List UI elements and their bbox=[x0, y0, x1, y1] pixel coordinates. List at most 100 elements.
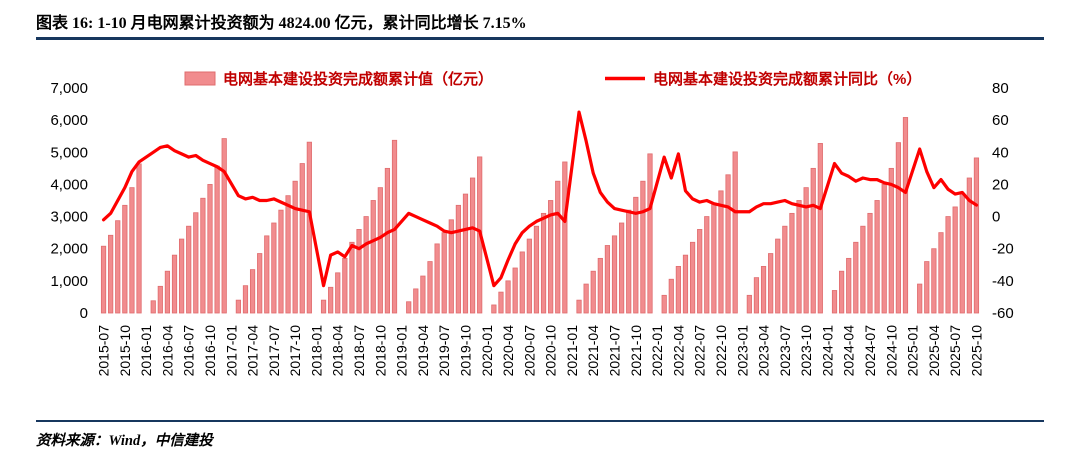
cumulative-investment-bar bbox=[193, 212, 199, 314]
cumulative-investment-bar bbox=[668, 278, 674, 314]
cumulative-investment-bar bbox=[626, 209, 632, 314]
bar-series-swatch bbox=[184, 71, 216, 86]
x-axis-tick: 2023-10 bbox=[798, 325, 814, 377]
cumulative-investment-bar bbox=[299, 163, 305, 314]
cumulative-investment-bar bbox=[512, 267, 518, 314]
cumulative-investment-bar bbox=[186, 225, 192, 314]
cumulative-investment-bar bbox=[115, 220, 121, 314]
line-series-label: 电网基本建设投资完成额累计同比（%） bbox=[653, 70, 921, 88]
cumulative-investment-bar bbox=[448, 219, 454, 314]
cumulative-investment-bar bbox=[689, 241, 696, 314]
chart-legend: 电网基本建设投资完成额累计值（亿元） 电网基本建设投资完成额累计同比（%） bbox=[184, 70, 921, 88]
x-axis-tick: 2020-01 bbox=[479, 325, 495, 377]
cumulative-investment-bar bbox=[902, 117, 909, 314]
cumulative-investment-bar bbox=[966, 177, 972, 314]
cumulative-investment-bar bbox=[973, 157, 980, 314]
x-axis-tick: 2015-10 bbox=[117, 325, 133, 377]
x-axis-tick: 2017-04 bbox=[245, 325, 261, 377]
cumulative-investment-bar bbox=[888, 167, 894, 314]
x-axis-tick: 2024-04 bbox=[841, 325, 857, 377]
cumulative-investment-bar bbox=[271, 222, 277, 314]
cumulative-investment-bar bbox=[242, 285, 249, 314]
cumulative-investment-bar bbox=[540, 212, 547, 314]
line-series bbox=[101, 110, 979, 288]
yoy-line-path bbox=[101, 110, 979, 288]
cumulative-investment-bar bbox=[597, 257, 603, 314]
right-axis-tick: -40 bbox=[992, 273, 1014, 290]
cumulative-investment-bar bbox=[249, 269, 256, 314]
cumulative-investment-bar bbox=[533, 225, 540, 314]
cumulative-investment-bar bbox=[292, 180, 298, 314]
cumulative-investment-bar bbox=[129, 187, 135, 314]
cumulative-investment-bar bbox=[164, 270, 171, 314]
left-axis-tick: 2,000 bbox=[50, 241, 88, 258]
cumulative-investment-bar bbox=[434, 243, 440, 314]
x-axis-tick: 2022-01 bbox=[649, 325, 665, 377]
left-axis-tick: 6,000 bbox=[50, 112, 88, 129]
figure-title: 图表 16: 1-10 月电网累计投资额为 4824.00 亿元，累计同比增长 … bbox=[36, 15, 527, 32]
cumulative-investment-bar bbox=[179, 238, 185, 314]
cumulative-investment-bar bbox=[136, 163, 142, 314]
x-axis-tick: 2019-07 bbox=[436, 325, 452, 377]
x-axis-tick: 2025-01 bbox=[905, 325, 921, 377]
cumulative-investment-bar bbox=[221, 138, 227, 314]
cumulative-investment-bar bbox=[235, 299, 241, 314]
x-axis-tick: 2023-07 bbox=[777, 325, 793, 377]
cumulative-investment-bar bbox=[406, 301, 412, 314]
x-axis-tick: 2018-01 bbox=[309, 325, 325, 377]
cumulative-investment-bar bbox=[725, 174, 731, 314]
cumulative-investment-bar bbox=[519, 251, 525, 314]
cumulative-investment-bar bbox=[817, 143, 823, 314]
right-axis-tick: 20 bbox=[992, 176, 1009, 193]
x-axis-tick: 2021-01 bbox=[564, 325, 580, 377]
x-axis-tick: 2016-07 bbox=[181, 325, 197, 377]
cumulative-investment-bar bbox=[555, 180, 561, 314]
x-axis-labels: 2015-07 2015-10 2016-01 2016-04 2016-07 2016-… bbox=[96, 325, 985, 377]
cumulative-investment-bar bbox=[917, 283, 923, 314]
cumulative-investment-bar bbox=[491, 304, 497, 314]
cumulative-investment-bar bbox=[697, 229, 703, 314]
x-axis-tick: 2017-07 bbox=[266, 325, 282, 377]
cumulative-investment-bar bbox=[775, 238, 781, 314]
cumulative-investment-bar bbox=[768, 253, 774, 314]
cumulative-investment-bar bbox=[874, 200, 880, 314]
footer-rule bbox=[36, 420, 1044, 422]
cumulative-investment-bar bbox=[207, 184, 213, 314]
cumulative-investment-bar bbox=[647, 153, 653, 314]
cumulative-investment-bar bbox=[356, 229, 362, 314]
cumulative-investment-bar bbox=[831, 290, 838, 314]
cumulative-investment-bar bbox=[746, 294, 752, 314]
bar-series bbox=[100, 117, 980, 314]
cumulative-investment-bar bbox=[370, 200, 376, 314]
x-axis-tick: 2024-07 bbox=[862, 325, 878, 377]
cumulative-investment-bar bbox=[576, 299, 582, 314]
x-axis-tick: 2018-10 bbox=[372, 325, 388, 377]
cumulative-investment-bar bbox=[604, 245, 611, 314]
right-axis-tick: 0 bbox=[992, 209, 1000, 226]
x-axis-tick: 2024-01 bbox=[819, 325, 835, 377]
x-axis-tick: 2016-04 bbox=[159, 325, 175, 377]
cumulative-investment-bar bbox=[462, 193, 469, 314]
cumulative-investment-bar bbox=[959, 193, 965, 314]
x-axis-tick: 2021-04 bbox=[585, 325, 601, 377]
cumulative-investment-bar bbox=[611, 235, 618, 314]
cumulative-investment-bar bbox=[342, 257, 348, 314]
cumulative-investment-bar bbox=[753, 277, 760, 314]
x-axis-tick: 2024-10 bbox=[883, 325, 899, 377]
title-rule bbox=[36, 37, 1044, 40]
cumulative-investment-bar bbox=[413, 288, 419, 314]
right-axis-tick: 40 bbox=[992, 144, 1009, 161]
left-axis-tick: 1,000 bbox=[50, 273, 88, 290]
cumulative-investment-bar bbox=[548, 200, 554, 314]
cumulative-investment-bar bbox=[583, 283, 589, 314]
cumulative-investment-bar bbox=[711, 203, 717, 314]
left-axis-tick: 5,000 bbox=[50, 144, 88, 161]
cumulative-investment-bar bbox=[328, 286, 334, 314]
cumulative-investment-bar bbox=[377, 187, 383, 314]
x-axis-tick: 2025-10 bbox=[969, 325, 985, 377]
x-axis-tick: 2016-01 bbox=[138, 325, 154, 377]
cumulative-investment-bar bbox=[122, 204, 128, 314]
cumulative-investment-bar bbox=[469, 177, 476, 314]
left-axis-labels: 0 1,000 2,000 3,000 4,000 5,000 6,000 7,000 bbox=[50, 80, 88, 322]
x-axis-tick: 2023-04 bbox=[756, 325, 772, 377]
